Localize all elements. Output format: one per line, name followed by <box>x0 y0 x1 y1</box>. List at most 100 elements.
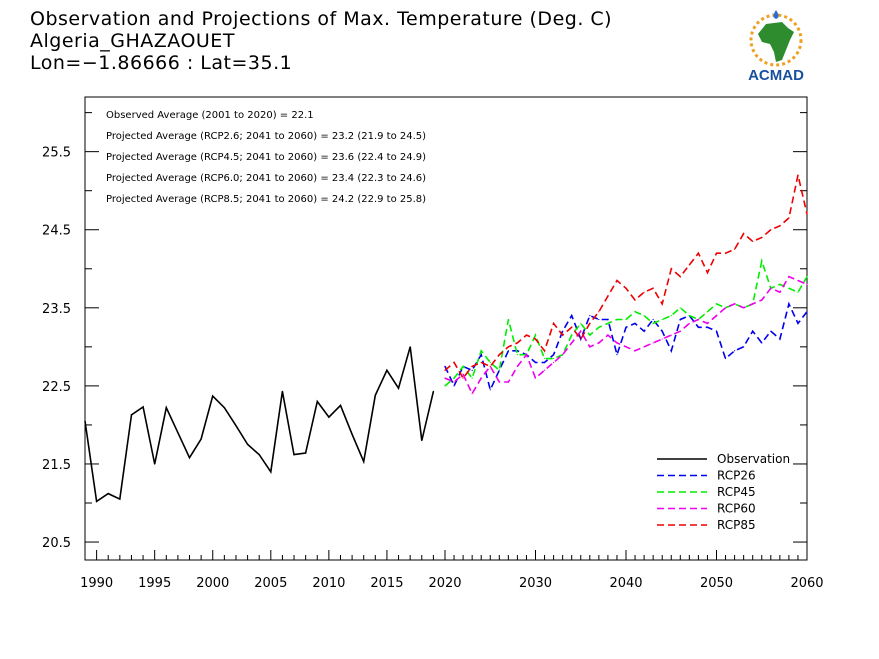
data-point-rcp45 <box>453 377 455 379</box>
stat-rcp85: Projected Average (RCP8.5; 2041 to 2060)… <box>106 194 426 205</box>
data-point-rcp26 <box>562 330 564 332</box>
data-point-rcp60 <box>797 279 799 282</box>
data-point-observation <box>212 395 214 397</box>
data-point-rcp26 <box>571 315 573 317</box>
data-point-rcp45 <box>598 326 600 328</box>
data-point-rcp60 <box>516 365 519 367</box>
data-point-rcp26 <box>643 330 645 332</box>
data-series <box>84 174 808 503</box>
data-point-rcp60 <box>507 381 509 383</box>
data-point-rcp85 <box>498 354 500 356</box>
data-point-rcp85 <box>715 252 718 254</box>
data-point-rcp60 <box>471 393 473 395</box>
data-point-rcp45 <box>580 322 582 325</box>
data-point-rcp26 <box>697 326 700 328</box>
data-point-rcp45 <box>761 260 763 262</box>
data-point-rcp45 <box>589 334 591 336</box>
data-point-rcp85 <box>589 322 591 325</box>
data-point-rcp85 <box>489 365 491 367</box>
acmad-logo: ACMAD <box>748 10 804 84</box>
data-point-rcp60 <box>761 299 763 301</box>
plot-frame <box>84 96 808 561</box>
data-point-rcp26 <box>453 385 455 387</box>
data-point-rcp85 <box>697 252 700 254</box>
data-point-observation <box>374 394 376 396</box>
legend-label-observation: Observation <box>717 452 790 466</box>
legend-label-rcp85: RCP85 <box>717 518 756 532</box>
data-point-rcp26 <box>661 330 663 332</box>
data-point-rcp85 <box>580 338 582 340</box>
data-point-observation <box>386 369 388 371</box>
x-tick-label: 2060 <box>790 576 823 591</box>
data-point-rcp26 <box>543 361 546 364</box>
data-point-rcp60 <box>734 303 736 305</box>
x-tick-label: 2005 <box>254 576 287 591</box>
data-point-rcp85 <box>553 322 555 325</box>
data-point-observation <box>130 414 133 416</box>
data-point-rcp60 <box>779 291 781 293</box>
data-point-rcp60 <box>498 381 500 383</box>
data-point-rcp85 <box>788 217 790 219</box>
africa-map-logo-icon <box>749 10 803 67</box>
data-point-rcp85 <box>616 279 618 282</box>
data-point-rcp26 <box>616 354 618 356</box>
data-point-rcp85 <box>652 287 654 289</box>
data-point-rcp26 <box>507 350 509 352</box>
data-point-rcp60 <box>444 377 446 379</box>
data-point-observation <box>119 498 121 500</box>
data-point-rcp26 <box>534 361 537 364</box>
y-tick-label: 22.5 <box>42 380 71 395</box>
data-point-rcp26 <box>788 303 790 305</box>
data-point-rcp60 <box>607 334 609 336</box>
data-point-rcp60 <box>743 307 745 309</box>
chart-title-block: Observation and Projections of Max. Temp… <box>30 8 612 74</box>
data-point-rcp26 <box>706 326 709 328</box>
data-point-rcp60 <box>770 287 772 289</box>
data-point-rcp85 <box>724 252 727 254</box>
data-point-rcp60 <box>453 381 455 383</box>
data-point-observation <box>293 453 295 456</box>
coordinates-label: Lon=−1.86666 : Lat=35.1 <box>30 52 293 74</box>
y-tick-label: 23.5 <box>42 302 71 317</box>
data-point-rcp60 <box>643 346 645 348</box>
series-line-observation <box>84 346 435 503</box>
data-point-rcp60 <box>589 346 591 348</box>
data-point-rcp26 <box>444 365 446 367</box>
logo-text: ACMAD <box>748 67 804 84</box>
data-point-rcp60 <box>697 318 700 321</box>
data-point-rcp60 <box>688 322 690 325</box>
axis-ticks: 20.5 21.5 22.5 23.5 24.5 25.5 1990 1995 2000 2005… <box>42 112 824 591</box>
data-point-rcp85 <box>761 236 763 239</box>
data-point-rcp45 <box>715 303 718 305</box>
data-point-rcp85 <box>706 272 709 274</box>
y-tick-label: 24.5 <box>42 224 71 239</box>
data-point-observation <box>107 493 109 495</box>
chart-title: Observation and Projections of Max. Temp… <box>30 8 613 30</box>
data-point-rcp26 <box>715 330 718 332</box>
data-point-rcp60 <box>571 342 573 344</box>
data-point-rcp45 <box>489 361 491 364</box>
data-point-observation <box>246 443 249 446</box>
data-point-rcp85 <box>525 334 528 336</box>
data-point-rcp85 <box>797 174 799 176</box>
stat-rcp45: Projected Average (RCP4.5; 2041 to 2060)… <box>106 152 426 163</box>
data-point-rcp26 <box>625 326 627 328</box>
data-point-rcp60 <box>534 377 537 379</box>
data-point-rcp85 <box>480 361 482 364</box>
data-point-observation <box>363 461 365 463</box>
data-point-rcp85 <box>507 346 509 348</box>
data-point-rcp85 <box>562 334 564 336</box>
data-point-rcp26 <box>670 350 672 352</box>
data-point-rcp26 <box>779 338 781 340</box>
data-point-rcp85 <box>625 287 627 289</box>
data-point-rcp26 <box>480 354 482 356</box>
data-point-rcp45 <box>688 315 690 317</box>
x-tick-label: 2015 <box>370 576 403 591</box>
data-point-rcp60 <box>715 315 718 317</box>
data-point-rcp26 <box>471 369 473 371</box>
data-point-observation <box>328 416 330 418</box>
data-point-observation <box>154 463 156 465</box>
x-tick-label: 2050 <box>700 576 733 591</box>
data-point-rcp45 <box>634 311 636 313</box>
data-point-rcp85 <box>779 225 781 227</box>
